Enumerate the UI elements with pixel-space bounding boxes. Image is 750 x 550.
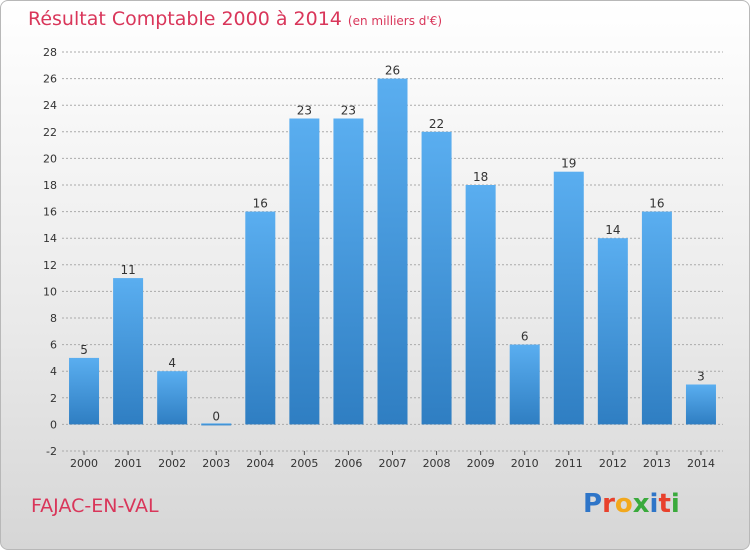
x-tick-label-2001: 2001 — [114, 457, 142, 470]
logo-letter: x — [632, 489, 650, 519]
bar-2012 — [597, 238, 628, 425]
logo-letter: i — [670, 489, 680, 519]
x-tick-label-2009: 2009 — [467, 457, 495, 470]
x-tick-label-2014: 2014 — [687, 457, 715, 470]
y-tick-label: 6 — [50, 339, 57, 352]
x-tick-label-2012: 2012 — [599, 457, 627, 470]
bar-2011 — [553, 171, 584, 425]
chart-title: Résultat Comptable 2000 à 2014 (en millie… — [28, 8, 442, 30]
bar-2007 — [377, 78, 408, 425]
logo-letter: P — [583, 489, 603, 519]
x-tick-label-2006: 2006 — [334, 457, 362, 470]
value-label-2007: 26 — [385, 64, 400, 78]
bar-2004 — [245, 211, 276, 425]
value-label-2013: 16 — [649, 197, 664, 211]
bar-2003 — [201, 423, 232, 426]
logo-letter: o — [614, 489, 633, 519]
location-label: FAJAC-EN-VAL — [31, 495, 159, 517]
y-tick-label: 24 — [43, 99, 57, 112]
y-tick-label: 16 — [43, 206, 57, 219]
bar-2008 — [421, 131, 452, 425]
x-tick-label-2013: 2013 — [643, 457, 671, 470]
value-label-2008: 22 — [429, 117, 444, 131]
value-label-2011: 19 — [561, 157, 576, 171]
value-label-2009: 18 — [473, 170, 488, 184]
y-tick-label: 12 — [43, 259, 57, 272]
y-tick-label: 14 — [43, 232, 57, 245]
bar-2000 — [69, 357, 100, 425]
value-label-2002: 4 — [168, 356, 176, 370]
y-tick-label: 18 — [43, 179, 57, 192]
logo-letter: i — [649, 489, 659, 519]
x-tick-label-2007: 2007 — [379, 457, 407, 470]
value-labels: 5 11 4 0 16 23 23 26 22 18 6 19 14 16 3 — [80, 64, 705, 424]
bar-2002 — [157, 371, 188, 425]
y-tick-label: -2 — [46, 445, 57, 458]
x-tick-label-2003: 2003 — [202, 457, 230, 470]
y-tick-label: 2 — [50, 392, 57, 405]
y-tick-label: 4 — [50, 365, 57, 378]
bar-2005 — [289, 118, 320, 425]
x-axis-ticks: 2000 2001 2002 2003 2004 2005 2006 2007 2008 2009… — [70, 451, 715, 470]
x-tick-label-2002: 2002 — [158, 457, 186, 470]
value-label-2006: 23 — [341, 104, 356, 118]
value-label-2004: 16 — [253, 197, 268, 211]
proxiti-logo: Proxiti — [583, 489, 680, 519]
bar-2006 — [333, 118, 364, 425]
value-label-2000: 5 — [80, 343, 88, 357]
logo-letter: r — [602, 489, 615, 519]
value-label-2003: 0 — [212, 409, 220, 423]
bar-2014 — [685, 384, 716, 425]
bars — [69, 78, 716, 426]
value-label-2005: 23 — [297, 104, 312, 118]
value-label-2012: 14 — [605, 223, 620, 237]
bar-2009 — [465, 185, 496, 425]
bar-2013 — [641, 211, 672, 425]
x-tick-label-2008: 2008 — [423, 457, 451, 470]
y-tick-label: 22 — [43, 126, 57, 139]
bar-2001 — [113, 278, 144, 425]
y-tick-label: 28 — [43, 46, 57, 59]
value-label-2001: 11 — [120, 263, 135, 277]
x-tick-label-2005: 2005 — [290, 457, 318, 470]
bar-2010 — [509, 344, 540, 425]
x-tick-label-2004: 2004 — [246, 457, 274, 470]
y-tick-label: 0 — [50, 418, 57, 431]
x-tick-label-2000: 2000 — [70, 457, 98, 470]
y-tick-label: 8 — [50, 312, 57, 325]
y-tick-label: 26 — [43, 73, 57, 86]
logo-letter: t — [658, 489, 671, 519]
y-tick-label: 10 — [43, 285, 57, 298]
chart-unit-note: (en milliers d'€) — [347, 14, 443, 28]
value-label-2010: 6 — [521, 330, 529, 344]
y-tick-label: 20 — [43, 152, 57, 165]
x-tick-label-2011: 2011 — [555, 457, 583, 470]
value-label-2014: 3 — [697, 370, 705, 384]
chart-title-text: Résultat Comptable 2000 à 2014 — [28, 8, 342, 30]
x-tick-label-2010: 2010 — [511, 457, 539, 470]
